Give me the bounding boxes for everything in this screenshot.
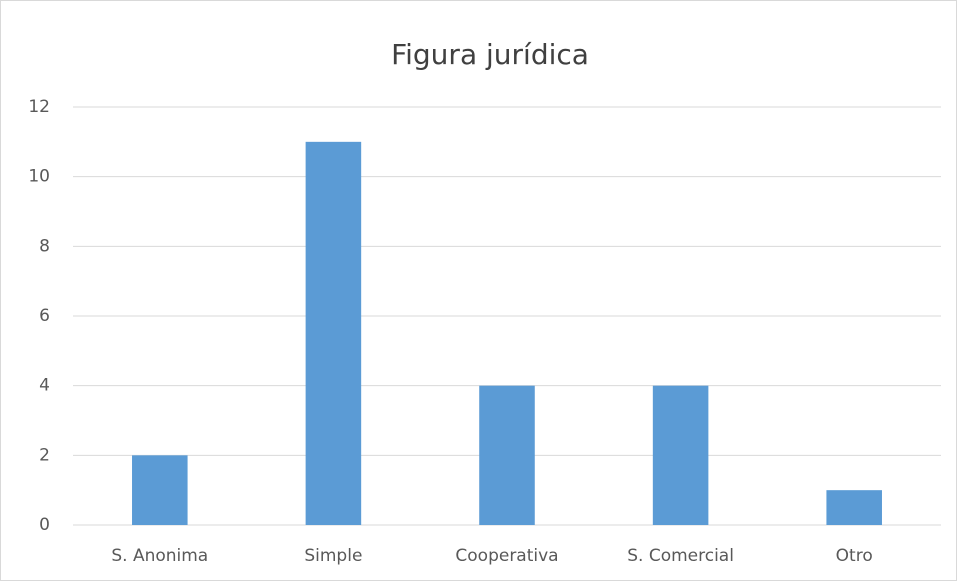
x-tick-label: Cooperativa bbox=[455, 546, 558, 566]
y-tick-label: 10 bbox=[28, 167, 50, 187]
y-tick-label: 4 bbox=[39, 376, 50, 396]
bar bbox=[132, 455, 188, 525]
bar bbox=[479, 385, 535, 525]
x-tick-label: S. Comercial bbox=[627, 546, 734, 566]
y-tick-label: 0 bbox=[39, 515, 50, 535]
chart-title: Figura jurídica bbox=[391, 38, 589, 71]
y-tick-label: 12 bbox=[28, 97, 50, 117]
x-tick-label: Otro bbox=[836, 546, 873, 566]
bar bbox=[305, 141, 362, 526]
y-tick-label: 2 bbox=[39, 445, 50, 465]
bar bbox=[826, 490, 882, 525]
x-tick-label: S. Anonima bbox=[111, 546, 208, 566]
bar bbox=[652, 385, 709, 525]
x-tick-label: Simple bbox=[304, 546, 362, 566]
y-tick-label: 8 bbox=[39, 236, 50, 256]
y-tick-label: 6 bbox=[39, 306, 50, 326]
